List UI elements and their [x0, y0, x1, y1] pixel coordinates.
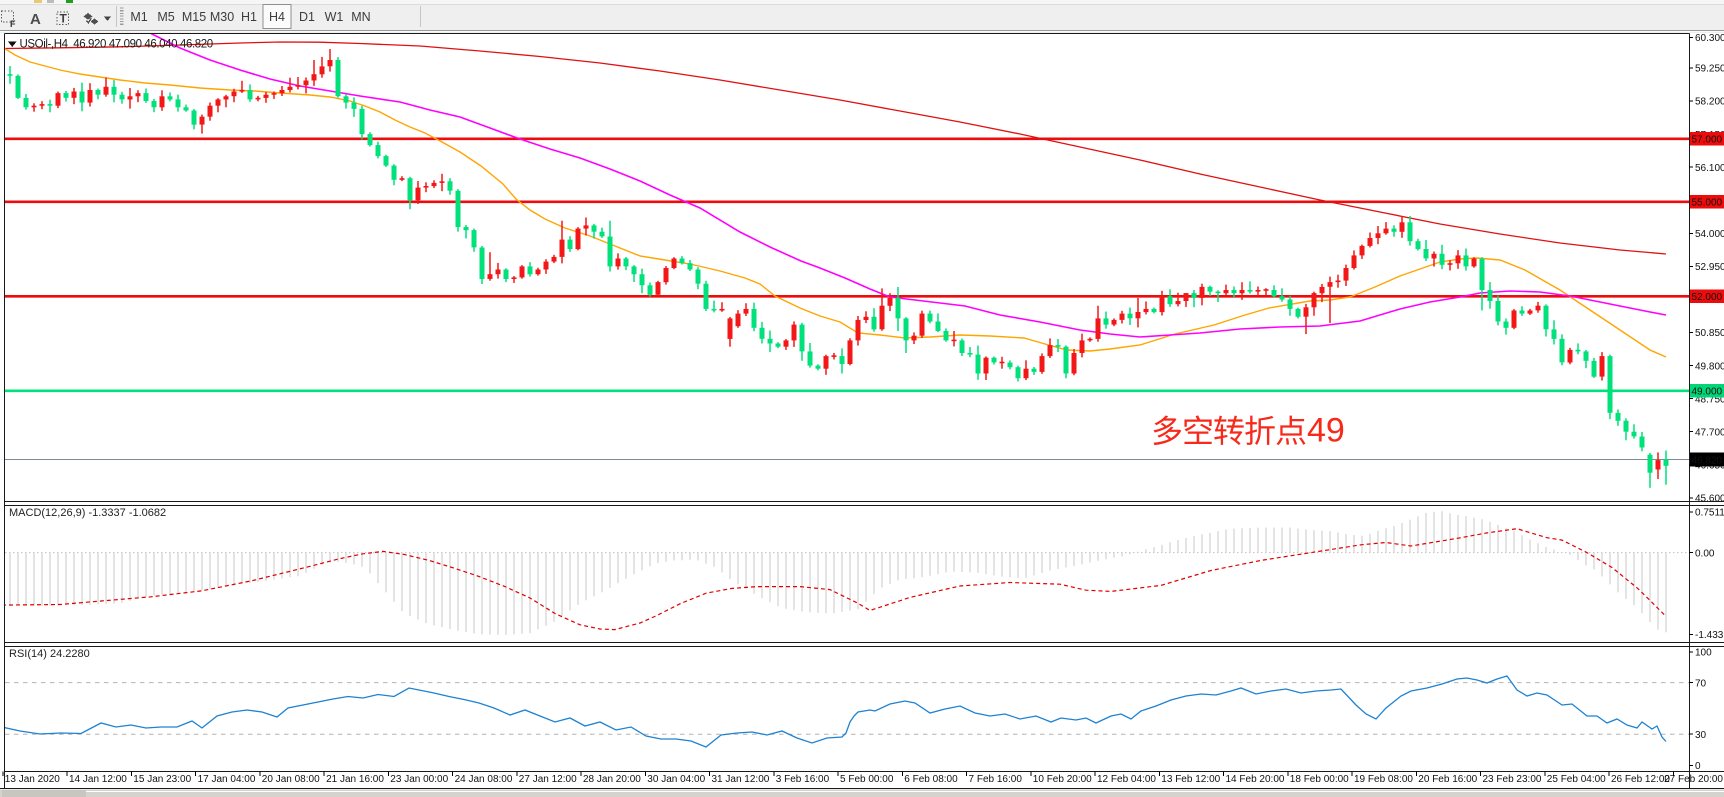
svg-text:24 Jan 08:00: 24 Jan 08:00: [455, 774, 513, 785]
svg-text:58.200: 58.200: [1695, 97, 1724, 108]
svg-text:55.000: 55.000: [1692, 198, 1723, 209]
svg-text:0.7511: 0.7511: [1695, 508, 1724, 519]
svg-text:7 Feb 16:00: 7 Feb 16:00: [969, 774, 1023, 785]
svg-text:20 Feb 16:00: 20 Feb 16:00: [1418, 774, 1477, 785]
svg-text:25 Feb 04:00: 25 Feb 04:00: [1547, 774, 1606, 785]
svg-text:28 Jan 20:00: 28 Jan 20:00: [583, 774, 641, 785]
svg-text:M5: M5: [157, 10, 174, 24]
svg-text:0: 0: [1695, 761, 1701, 772]
svg-text:H4: H4: [269, 10, 285, 24]
svg-text:T: T: [60, 12, 68, 26]
svg-text:46.820: 46.820: [1692, 455, 1723, 466]
svg-text:45.600: 45.600: [1695, 494, 1724, 505]
svg-text:50.850: 50.850: [1695, 328, 1724, 339]
svg-text:M1: M1: [130, 10, 147, 24]
svg-text:H1: H1: [241, 10, 257, 24]
svg-text:52.000: 52.000: [1692, 292, 1723, 303]
svg-text:27 Jan 12:00: 27 Jan 12:00: [519, 774, 577, 785]
svg-text:MN: MN: [351, 10, 370, 24]
svg-text:57.000: 57.000: [1692, 135, 1723, 146]
svg-text:14 Feb 20:00: 14 Feb 20:00: [1226, 774, 1285, 785]
svg-text:5 Feb 00:00: 5 Feb 00:00: [840, 774, 894, 785]
svg-text:59.250: 59.250: [1695, 64, 1724, 75]
svg-text:49.000: 49.000: [1692, 387, 1723, 398]
svg-text:A: A: [30, 11, 41, 28]
svg-text:23 Feb 23:00: 23 Feb 23:00: [1483, 774, 1542, 785]
svg-text:MACD(12,26,9) -1.3337 -1.0682: MACD(12,26,9) -1.3337 -1.0682: [9, 507, 166, 519]
svg-text:13 Feb 12:00: 13 Feb 12:00: [1161, 774, 1220, 785]
svg-text:100: 100: [1695, 648, 1712, 659]
svg-text:D1: D1: [299, 10, 315, 24]
svg-text:47.700: 47.700: [1695, 427, 1724, 438]
svg-text:49.800: 49.800: [1695, 361, 1724, 372]
svg-text:0.00: 0.00: [1695, 548, 1715, 559]
svg-text:13 Jan 2020: 13 Jan 2020: [5, 774, 60, 785]
svg-text:49: 49: [1307, 412, 1345, 450]
svg-text:30 Jan 04:00: 30 Jan 04:00: [647, 774, 705, 785]
svg-text:17 Jan 04:00: 17 Jan 04:00: [198, 774, 256, 785]
svg-text:31 Jan 12:00: 31 Jan 12:00: [712, 774, 770, 785]
svg-text:20 Jan 08:00: 20 Jan 08:00: [262, 774, 320, 785]
svg-text:21 Jan 16:00: 21 Jan 16:00: [326, 774, 384, 785]
svg-text:60.300: 60.300: [1695, 33, 1724, 44]
svg-text:3 Feb 16:00: 3 Feb 16:00: [776, 774, 830, 785]
svg-text:70: 70: [1695, 678, 1707, 689]
svg-text:26 Feb 12:00: 26 Feb 12:00: [1611, 774, 1670, 785]
svg-text:RSI(14) 24.2280: RSI(14) 24.2280: [9, 648, 90, 660]
svg-text:23 Jan 00:00: 23 Jan 00:00: [390, 774, 448, 785]
svg-text:M15: M15: [182, 10, 206, 24]
svg-text:6 Feb 08:00: 6 Feb 08:00: [904, 774, 958, 785]
svg-text:30: 30: [1695, 730, 1707, 741]
svg-text:M30: M30: [210, 10, 234, 24]
svg-text:10 Feb 20:00: 10 Feb 20:00: [1033, 774, 1092, 785]
svg-text:56.100: 56.100: [1695, 163, 1724, 174]
svg-text:-1.433: -1.433: [1695, 630, 1724, 641]
svg-text:18 Feb 00:00: 18 Feb 00:00: [1290, 774, 1349, 785]
svg-text:27 Feb 20:00: 27 Feb 20:00: [1664, 774, 1723, 785]
svg-text:W1: W1: [325, 10, 344, 24]
svg-text:F: F: [10, 19, 16, 29]
svg-text:19 Feb 08:00: 19 Feb 08:00: [1354, 774, 1413, 785]
svg-text:54.000: 54.000: [1695, 229, 1724, 240]
svg-text:USOil-,H4 46.920 47.090 46.04: USOil-,H4 46.920 47.090 46.040 46.820: [20, 39, 213, 51]
svg-text:52.950: 52.950: [1695, 262, 1724, 273]
svg-text:14 Jan 12:00: 14 Jan 12:00: [69, 774, 127, 785]
svg-text:12 Feb 04:00: 12 Feb 04:00: [1097, 774, 1156, 785]
svg-text:15 Jan 23:00: 15 Jan 23:00: [133, 774, 191, 785]
svg-text:48.750: 48.750: [1695, 394, 1724, 405]
